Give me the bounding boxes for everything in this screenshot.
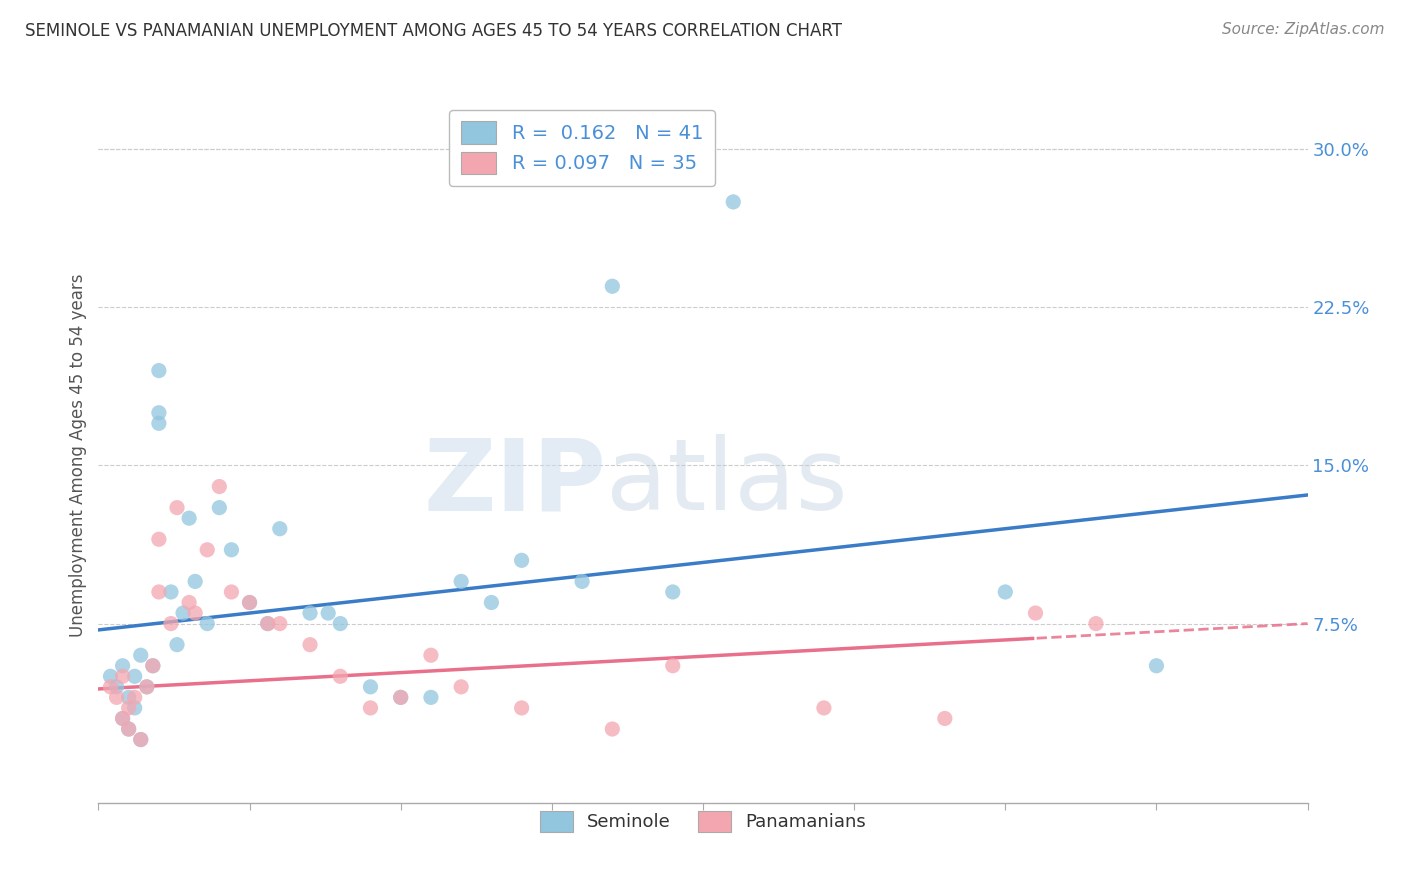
Point xyxy=(179,511,201,525)
Point xyxy=(208,500,231,515)
Point xyxy=(148,533,170,547)
Point xyxy=(723,194,745,209)
Point xyxy=(142,658,165,673)
Point xyxy=(166,500,188,515)
Point xyxy=(208,479,231,493)
Point xyxy=(256,616,278,631)
Point xyxy=(813,701,835,715)
Point xyxy=(316,606,339,620)
Point xyxy=(661,585,683,599)
Point xyxy=(1085,616,1108,631)
Point xyxy=(142,658,165,673)
Point xyxy=(602,722,624,736)
Point xyxy=(160,585,183,599)
Point xyxy=(100,680,122,694)
Point xyxy=(172,606,194,620)
Point xyxy=(148,417,170,431)
Point xyxy=(269,522,291,536)
Point xyxy=(360,701,382,715)
Point xyxy=(118,690,141,705)
Point xyxy=(329,669,352,683)
Point xyxy=(420,648,443,663)
Point xyxy=(239,595,262,609)
Point xyxy=(148,585,170,599)
Point xyxy=(602,279,624,293)
Point xyxy=(299,606,322,620)
Text: atlas: atlas xyxy=(606,434,848,532)
Point xyxy=(124,669,146,683)
Point xyxy=(269,616,291,631)
Point xyxy=(221,585,243,599)
Point xyxy=(111,669,134,683)
Point xyxy=(510,553,533,567)
Point xyxy=(1024,606,1046,620)
Point xyxy=(661,658,683,673)
Point xyxy=(329,616,352,631)
Text: SEMINOLE VS PANAMANIAN UNEMPLOYMENT AMONG AGES 45 TO 54 YEARS CORRELATION CHART: SEMINOLE VS PANAMANIAN UNEMPLOYMENT AMON… xyxy=(25,22,842,40)
Point xyxy=(148,406,170,420)
Point xyxy=(118,722,141,736)
Point xyxy=(389,690,412,705)
Text: Source: ZipAtlas.com: Source: ZipAtlas.com xyxy=(1222,22,1385,37)
Point xyxy=(118,701,141,715)
Point xyxy=(420,690,443,705)
Point xyxy=(135,680,157,694)
Point xyxy=(111,711,134,725)
Point xyxy=(124,690,146,705)
Y-axis label: Unemployment Among Ages 45 to 54 years: Unemployment Among Ages 45 to 54 years xyxy=(69,273,87,637)
Point xyxy=(1144,658,1167,673)
Point xyxy=(166,638,188,652)
Point xyxy=(389,690,412,705)
Point xyxy=(124,701,146,715)
Point xyxy=(105,690,128,705)
Point xyxy=(450,574,472,589)
Point xyxy=(105,680,128,694)
Point xyxy=(934,711,956,725)
Point xyxy=(571,574,593,589)
Point xyxy=(239,595,262,609)
Point xyxy=(129,732,152,747)
Point xyxy=(221,542,243,557)
Point xyxy=(100,669,122,683)
Point xyxy=(179,595,201,609)
Point xyxy=(195,542,218,557)
Legend: Seminole, Panamanians: Seminole, Panamanians xyxy=(533,804,873,839)
Point xyxy=(111,658,134,673)
Point xyxy=(129,648,152,663)
Point xyxy=(481,595,503,609)
Point xyxy=(450,680,472,694)
Point xyxy=(129,732,152,747)
Point xyxy=(195,616,218,631)
Point xyxy=(118,722,141,736)
Point xyxy=(184,606,207,620)
Point xyxy=(160,616,183,631)
Point xyxy=(256,616,278,631)
Point xyxy=(111,711,134,725)
Text: ZIP: ZIP xyxy=(423,434,606,532)
Point xyxy=(148,363,170,377)
Point xyxy=(184,574,207,589)
Point xyxy=(994,585,1017,599)
Point xyxy=(299,638,322,652)
Point xyxy=(135,680,157,694)
Point xyxy=(510,701,533,715)
Point xyxy=(360,680,382,694)
